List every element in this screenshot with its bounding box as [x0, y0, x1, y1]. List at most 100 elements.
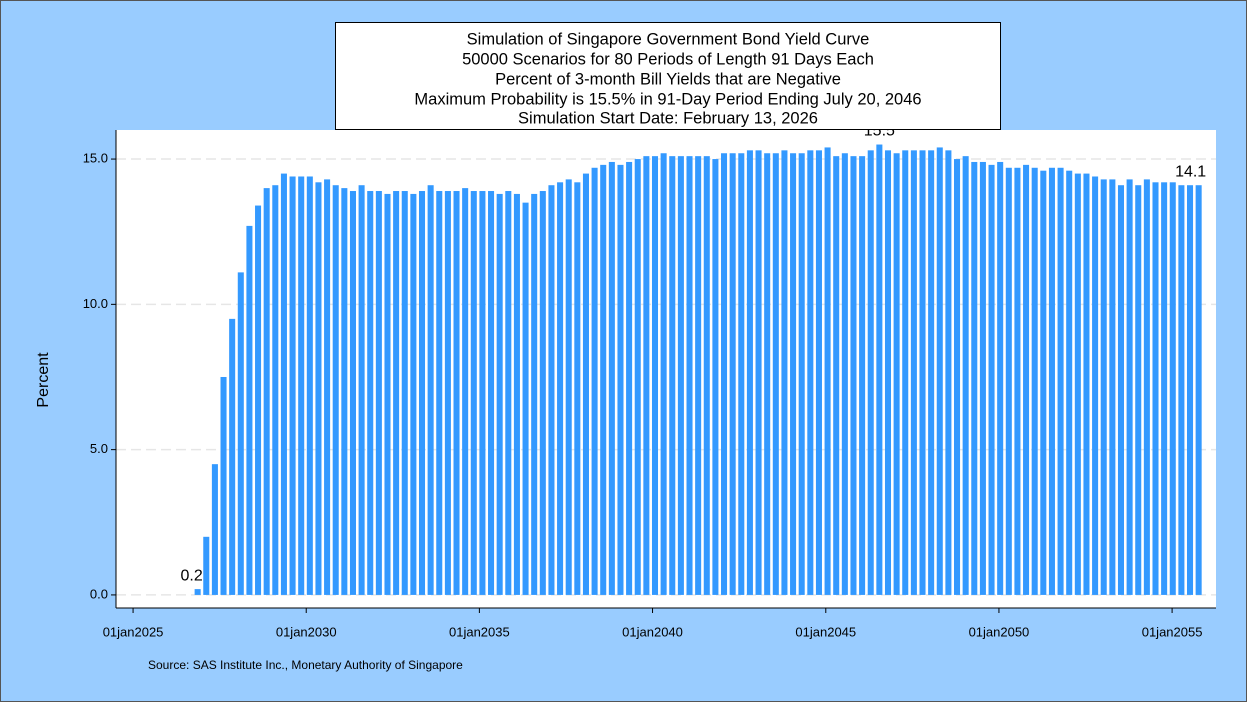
- x-tick-label: 01jan2030: [276, 624, 337, 639]
- bar: [1117, 185, 1125, 595]
- bar: [643, 156, 650, 595]
- bar: [505, 191, 512, 595]
- bar: [470, 191, 477, 595]
- bar: [324, 179, 331, 595]
- bar: [651, 156, 659, 595]
- bar: [859, 156, 866, 595]
- bar: [462, 188, 469, 595]
- bar: [1031, 167, 1038, 595]
- bar: [824, 147, 831, 595]
- bar: [1048, 167, 1055, 595]
- x-tick-label: 01jan2050: [969, 624, 1030, 639]
- y-tick-label: 15.0: [83, 150, 108, 165]
- bar: [203, 536, 210, 595]
- bar: [1074, 173, 1081, 595]
- bar: [375, 191, 382, 595]
- bar: [341, 188, 348, 595]
- bar: [850, 156, 857, 595]
- bar: [1186, 185, 1194, 595]
- bar: [1023, 164, 1030, 595]
- data-label: 0.2: [181, 567, 203, 584]
- bar: [919, 150, 926, 595]
- chart-title: 50000 Scenarios for 80 Periods of Length…: [462, 50, 874, 68]
- chart-title: Simulation Start Date: February 13, 2026: [518, 109, 818, 127]
- bar: [229, 318, 236, 595]
- bar: [807, 150, 814, 595]
- bar: [367, 191, 374, 595]
- bar: [418, 191, 426, 595]
- bar: [557, 182, 564, 595]
- bar: [936, 147, 943, 595]
- bar: [798, 153, 805, 595]
- bar: [453, 191, 460, 595]
- bar: [721, 153, 728, 595]
- data-label: 14.1: [1175, 163, 1206, 180]
- bar: [1126, 179, 1133, 595]
- bar: [971, 161, 978, 595]
- bar: [617, 164, 624, 595]
- bar: [764, 153, 771, 595]
- bar: [686, 156, 693, 595]
- bar: [772, 153, 779, 595]
- bar: [246, 225, 253, 595]
- bar: [393, 191, 400, 595]
- bar: [522, 202, 529, 595]
- bar: [548, 185, 555, 595]
- title-box: Simulation of Singapore Government Bond …: [335, 22, 1001, 130]
- x-tick-label: 01jan2045: [795, 624, 856, 639]
- y-tick-label: 10.0: [83, 296, 108, 311]
- bar: [211, 464, 218, 595]
- bar: [695, 156, 702, 595]
- bar: [1040, 170, 1047, 595]
- bar: [634, 159, 641, 595]
- bar: [1178, 185, 1185, 595]
- bar: [289, 176, 296, 595]
- bar: [815, 150, 822, 595]
- bar: [790, 153, 797, 595]
- bar: [712, 159, 719, 595]
- bar: [876, 144, 883, 595]
- bar: [513, 193, 520, 595]
- marks: 0.0 5.0 10.0 15.0 01jan2025 01jan2030 01jan203…: [83, 123, 1216, 639]
- bar: [1143, 179, 1150, 595]
- bar: [1066, 170, 1073, 595]
- bar: [401, 191, 408, 595]
- bar: [1169, 182, 1176, 595]
- bar: [893, 153, 900, 595]
- bar: [220, 376, 227, 595]
- bar: [349, 191, 356, 595]
- bar: [669, 156, 676, 595]
- bar: [867, 150, 874, 595]
- bar: [746, 150, 753, 595]
- bar: [997, 161, 1004, 595]
- bar: [1135, 185, 1142, 595]
- bar: [496, 193, 503, 595]
- bar: [436, 191, 443, 595]
- bar: [677, 156, 684, 595]
- bar: [565, 179, 572, 595]
- bar: [194, 589, 201, 595]
- chart-title: Simulation of Singapore Government Bond …: [467, 30, 870, 48]
- chart-title: Percent of 3-month Bill Yields that are …: [495, 70, 841, 88]
- y-tick-label: 0.0: [90, 586, 108, 601]
- bar: [539, 191, 546, 595]
- bar: [954, 159, 961, 595]
- bar: [1195, 185, 1202, 595]
- bar: [660, 153, 667, 595]
- bar: [384, 193, 391, 595]
- x-tick-label: 01jan2040: [622, 624, 683, 639]
- bar: [910, 150, 917, 595]
- bar: [729, 153, 736, 595]
- bar: [427, 185, 434, 595]
- bar: [410, 193, 417, 595]
- bar: [884, 150, 892, 595]
- bar: [703, 156, 710, 595]
- bar: [1092, 176, 1099, 595]
- bar: [315, 182, 322, 595]
- x-tick-label: 01jan2025: [103, 624, 164, 639]
- bar: [902, 150, 909, 595]
- bar: [298, 176, 305, 595]
- bar: [591, 167, 598, 595]
